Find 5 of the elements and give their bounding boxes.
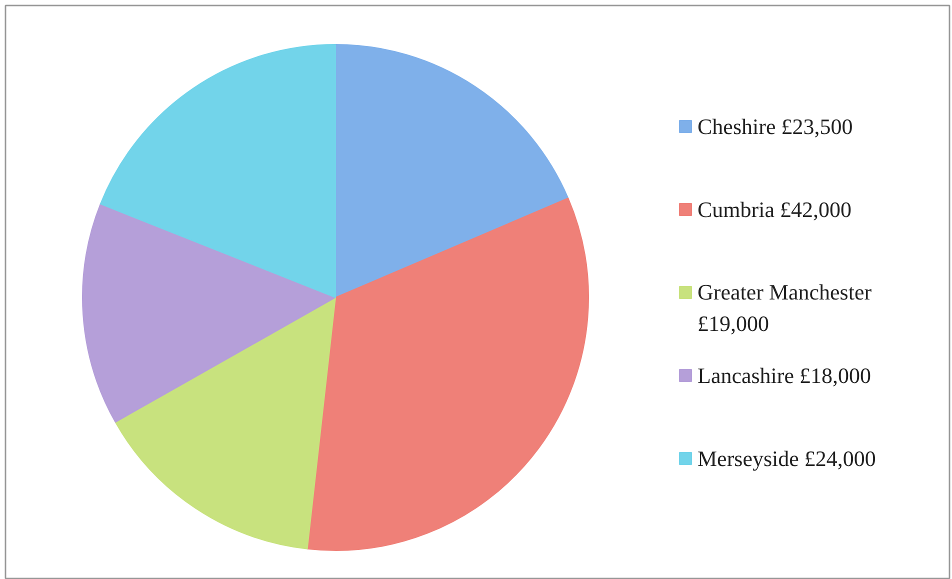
legend-label: Lancashire £18,000 [698,363,871,388]
legend-label: Cheshire £23,500 [698,114,853,139]
legend-label: Merseyside £24,000 [698,446,876,471]
legend-label: Cumbria £42,000 [698,197,852,222]
legend-label: Greater Manchester £19,000 [698,280,872,336]
